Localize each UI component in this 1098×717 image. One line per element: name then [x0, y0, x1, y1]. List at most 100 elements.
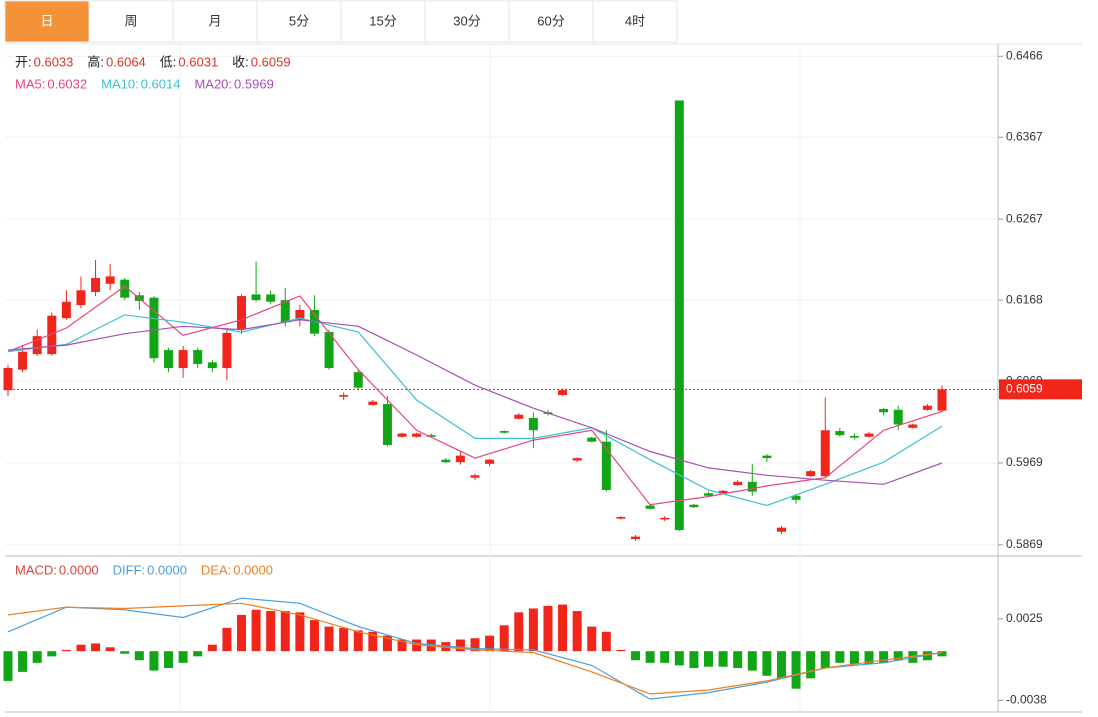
legend-name: DIFF: [113, 562, 146, 577]
legend-value: 0.5969 [234, 76, 274, 91]
macd-bar [382, 635, 392, 652]
candle-body [120, 279, 130, 298]
tab[interactable] [424, 0, 510, 43]
macd-line [7, 602, 943, 695]
candle-body [76, 290, 86, 306]
y-tick-label: 0.6267 [1006, 211, 1043, 225]
macd-bar [806, 651, 816, 679]
candle-body [616, 516, 626, 519]
info-label: 收: [232, 54, 249, 69]
macd-line [7, 597, 943, 700]
tab[interactable] [592, 0, 678, 43]
macd-bar [32, 651, 42, 663]
macd-bar [61, 649, 71, 652]
info-value: 0.6033 [34, 54, 74, 69]
candle-body [601, 441, 611, 490]
candle-body [149, 297, 159, 359]
candle-body [747, 481, 757, 492]
macd-bar [91, 643, 101, 652]
macd-bar [295, 612, 305, 652]
candle-body [353, 372, 363, 388]
macd-bar [426, 639, 436, 652]
macd-bar [587, 626, 597, 652]
candle-body [164, 350, 174, 369]
legend-value: 0.0000 [59, 562, 99, 577]
candle-body [382, 404, 392, 445]
candle-body [339, 395, 349, 397]
macd-bar [572, 611, 582, 652]
candle-body [820, 430, 830, 477]
candle-body [893, 409, 903, 425]
macd-bar [207, 644, 217, 652]
macd-bar [266, 611, 276, 652]
macd-bar [747, 651, 757, 671]
legend-name: MA10: [101, 76, 139, 91]
macd-bar [120, 651, 130, 654]
macd-bar [718, 651, 728, 667]
tab-label[interactable]: 30分 [453, 13, 480, 28]
macd-bar [674, 651, 684, 666]
candle-body [441, 459, 451, 463]
macd-bar [776, 651, 786, 679]
tab[interactable] [88, 0, 174, 43]
macd-bar [134, 651, 144, 661]
macd-bar [543, 605, 553, 652]
info-label: 高: [87, 54, 104, 69]
tab[interactable] [172, 0, 258, 43]
macd-bar [164, 651, 174, 668]
macd-bar [908, 651, 918, 663]
tab-label[interactable]: 5分 [289, 13, 309, 28]
candle-body [32, 336, 42, 355]
candle-body [178, 350, 188, 369]
candle-body [280, 300, 290, 323]
macd-bar [485, 635, 495, 652]
candle-body [631, 536, 641, 540]
y-tick-label: 0.5969 [1006, 455, 1043, 469]
macd-bar [309, 620, 319, 652]
price-panel: 0.64660.63670.62670.61680.60690.59690.58… [3, 48, 1082, 551]
macd-bar [251, 609, 261, 652]
candle-body [733, 481, 743, 486]
candle-body [207, 362, 217, 369]
macd-bar [601, 631, 611, 652]
macd-bar [237, 614, 246, 652]
candle-body [528, 417, 538, 431]
macd-bar [441, 642, 451, 652]
candle-body [572, 458, 582, 461]
tab[interactable] [256, 0, 342, 43]
macd-bar [879, 651, 889, 663]
y-tick-label: 0.6367 [1006, 129, 1043, 143]
macd-bar [689, 651, 699, 668]
candle-body [879, 408, 889, 413]
y-tick-label: 0.6466 [1006, 48, 1043, 62]
candle-body [806, 471, 816, 477]
candle-body [105, 276, 115, 284]
legend-value: 0.6014 [141, 76, 181, 91]
tab-label[interactable]: 15分 [369, 13, 396, 28]
candle-body [397, 433, 407, 437]
macd-bar [353, 630, 363, 652]
y-tick-label: 0.6168 [1006, 292, 1043, 306]
info-value: 0.6059 [251, 54, 291, 69]
tab-label[interactable]: 周 [124, 13, 137, 28]
tab[interactable] [340, 0, 426, 43]
tab-label[interactable]: 60分 [537, 13, 564, 28]
candle-body [689, 504, 699, 508]
tab-label[interactable]: 月 [208, 13, 221, 28]
tab[interactable] [508, 0, 594, 43]
candle-body [91, 278, 101, 292]
ma-line [7, 319, 943, 485]
last-price-tag [999, 379, 1082, 400]
candle-body [412, 433, 422, 437]
candle-body [660, 517, 670, 520]
candle-body [587, 437, 597, 442]
tab-label[interactable]: 4时 [625, 13, 645, 28]
candle-body [908, 424, 918, 428]
tab-bar: 日 周 月 5分 15分 30分 60分 4时 [4, 0, 678, 43]
tab-label[interactable]: 日 [40, 13, 53, 28]
candle-body [222, 332, 232, 369]
legend-name: DEA: [201, 562, 231, 577]
macd-bar [470, 638, 480, 652]
